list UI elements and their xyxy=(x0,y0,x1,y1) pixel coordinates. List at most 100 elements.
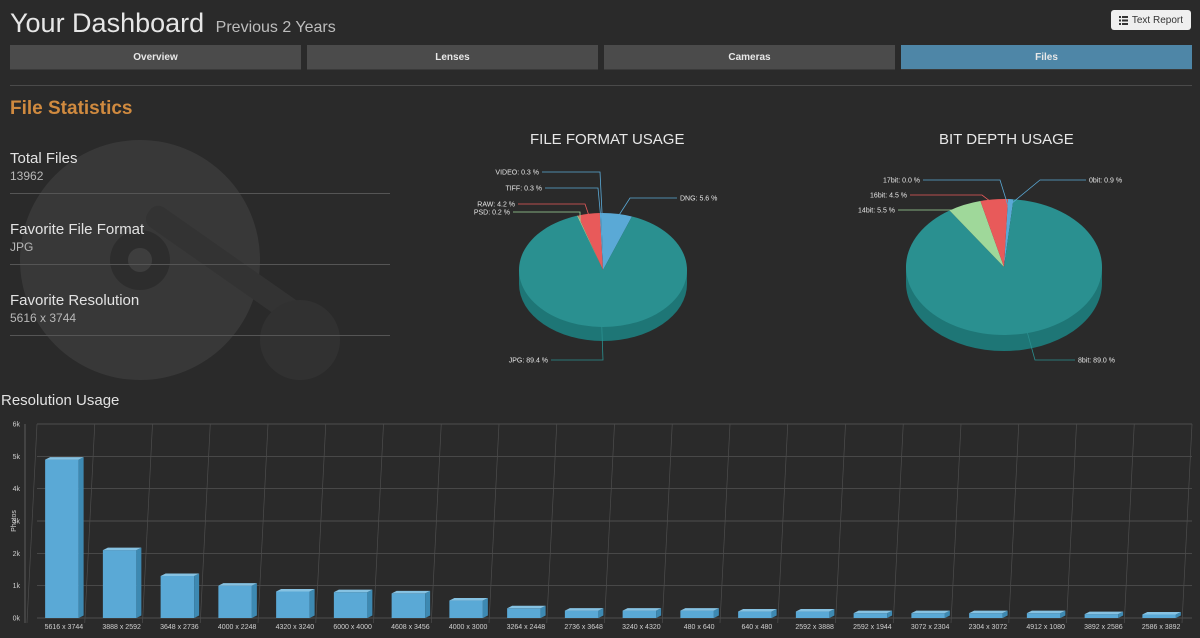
pie-data-label: 14bit: 5.5 % xyxy=(858,208,895,215)
bar-side xyxy=(194,573,200,618)
bar-front xyxy=(564,610,599,618)
text-report-button[interactable]: Text Report xyxy=(1110,10,1191,30)
bar[interactable] xyxy=(218,583,257,618)
stat-label: Favorite Resolution xyxy=(10,292,140,309)
x-tick-label: 5616 x 3744 xyxy=(45,624,84,631)
header-divider xyxy=(10,85,1192,86)
bar-side xyxy=(540,605,546,618)
pie-slice[interactable] xyxy=(519,215,687,327)
bar[interactable] xyxy=(507,605,546,618)
y-tick-label: 5k xyxy=(13,454,21,461)
bar-top xyxy=(160,573,200,576)
pie-slice[interactable] xyxy=(1004,199,1014,267)
y-tick-label: 2k xyxy=(13,551,21,558)
pie-data-label: 0bit: 0.9 % xyxy=(1089,178,1122,185)
pie-label-line xyxy=(923,179,1008,205)
pie-slice[interactable] xyxy=(599,213,603,270)
bar[interactable] xyxy=(911,610,950,618)
grid-line xyxy=(661,423,673,624)
bar[interactable] xyxy=(102,547,142,618)
bar[interactable] xyxy=(449,598,488,618)
pie-slice[interactable] xyxy=(601,213,603,270)
bar-top xyxy=(333,589,373,593)
y-tick-label: 4k xyxy=(13,486,21,493)
bar-side xyxy=(309,588,315,618)
grid-line xyxy=(892,423,904,624)
bar[interactable] xyxy=(622,608,662,618)
tab-files[interactable]: Files xyxy=(901,45,1192,70)
bar-side xyxy=(425,590,431,618)
grid-line xyxy=(950,423,962,624)
grid-line xyxy=(1066,423,1077,624)
x-tick-label: 3892 x 2586 xyxy=(1084,624,1123,631)
dashboard-tabs: Overview Lenses Cameras Files xyxy=(10,45,1192,70)
pie-slice[interactable] xyxy=(980,199,1008,267)
grid-line xyxy=(373,423,384,624)
pie-slice[interactable] xyxy=(906,199,1102,335)
bar-front xyxy=(160,575,195,618)
resolution-chart-title: Resolution Usage xyxy=(1,392,120,409)
bar[interactable] xyxy=(795,609,835,618)
bar-front xyxy=(391,593,426,618)
bar-side xyxy=(1002,610,1008,618)
y-axis-label: Photos xyxy=(11,510,18,532)
grid-line xyxy=(719,423,731,624)
y-tick-label: 3k xyxy=(13,519,21,526)
bar-top xyxy=(1142,611,1181,615)
pie-slice[interactable] xyxy=(603,213,632,270)
x-tick-label: 6000 x 4000 xyxy=(333,624,372,631)
pie-slice[interactable] xyxy=(577,215,603,270)
tab-cameras[interactable]: Cameras xyxy=(604,45,895,70)
bar-side xyxy=(482,598,488,618)
stat-value: JPG xyxy=(10,240,34,254)
pie-slice[interactable] xyxy=(949,200,1004,267)
bar[interactable] xyxy=(738,609,777,618)
x-tick-label: 2304 x 3072 xyxy=(969,624,1008,631)
bar[interactable] xyxy=(1084,611,1124,618)
bit-depth-pie-chart: 0bit: 0.9 % 8bit: 89.0 % 14bit: 5.5 % 16bit… xyxy=(858,178,1122,365)
grid-line xyxy=(315,423,327,624)
bar-top xyxy=(680,608,719,611)
bar-top xyxy=(622,608,662,611)
pie-label-line xyxy=(1025,327,1075,361)
bar-side xyxy=(136,547,142,618)
bar-top xyxy=(218,583,257,586)
pie-slice[interactable] xyxy=(578,213,603,270)
grid-line xyxy=(777,423,789,624)
bar[interactable] xyxy=(391,590,431,618)
bar[interactable] xyxy=(160,573,200,618)
pie-data-label: VIDEO: 0.3 % xyxy=(495,170,539,177)
bar[interactable] xyxy=(276,588,315,618)
pie-label-line xyxy=(1009,179,1086,205)
x-tick-label: 3888 x 2592 xyxy=(102,624,141,631)
tab-overview[interactable]: Overview xyxy=(10,45,301,70)
grid-line xyxy=(26,423,38,624)
grid-line xyxy=(488,423,500,624)
bar-front xyxy=(622,610,657,618)
bar-side xyxy=(944,610,950,618)
stat-value: 5616 x 3744 xyxy=(10,311,77,325)
dashboard-title: Your Dashboard xyxy=(10,8,205,38)
list-icon xyxy=(1118,15,1128,25)
grid-line xyxy=(142,423,153,624)
resolution-bar-chart: 0k 1k 2k 3k 4k 5k 6k Photos 5616 x 3744 3888 x 25… xyxy=(11,422,1193,631)
bar[interactable] xyxy=(969,610,1008,618)
tab-lenses[interactable]: Lenses xyxy=(307,45,598,70)
bar[interactable] xyxy=(333,589,373,618)
bar-side xyxy=(78,457,84,618)
bar-front xyxy=(449,600,483,618)
bar-top xyxy=(449,598,488,601)
bar[interactable] xyxy=(1142,611,1181,618)
bar[interactable] xyxy=(680,608,719,618)
bar-side xyxy=(251,583,257,618)
bar[interactable] xyxy=(853,610,893,618)
bar[interactable] xyxy=(1026,610,1066,618)
bar[interactable] xyxy=(45,457,84,618)
grid-line xyxy=(835,423,846,624)
bar-top xyxy=(1026,610,1066,614)
pie-label-line xyxy=(551,321,604,361)
bar-front xyxy=(738,611,772,618)
pie-label-line xyxy=(545,187,602,219)
bar[interactable] xyxy=(564,608,604,618)
x-tick-label: 4000 x 2248 xyxy=(218,624,257,631)
